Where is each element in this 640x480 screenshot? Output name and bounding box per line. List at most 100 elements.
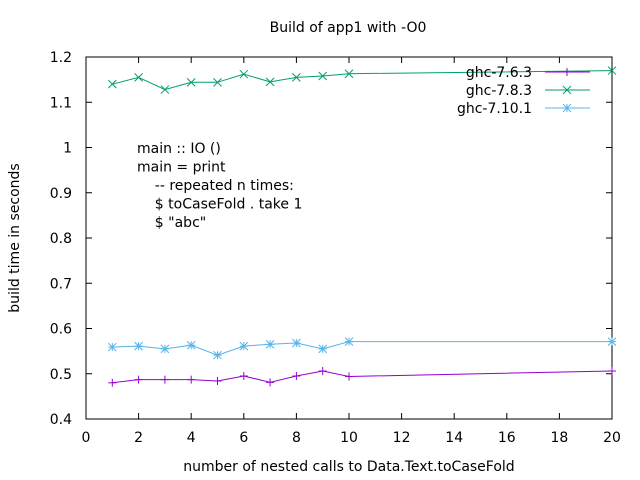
y-tick-label: 1: [63, 141, 72, 157]
x-tick-label: 8: [292, 430, 301, 446]
marker-stroke: [292, 338, 301, 348]
marker-stroke: [318, 344, 328, 354]
y-tick-label: 0.9: [50, 186, 72, 202]
data-point: [265, 77, 275, 87]
marker-stroke: [562, 103, 572, 113]
y-tick-label: 0.5: [50, 367, 72, 383]
data-point: [318, 367, 327, 376]
data-point: [134, 375, 143, 384]
marker-stroke: [186, 340, 196, 350]
data-point: [318, 71, 328, 81]
marker-stroke: [344, 69, 354, 79]
axes: 0 2 4 6 8 10 12 14 16 18 20 0.4 0.5 0.6 0.7 0.8 0.9 1 1.1 1…: [50, 50, 621, 446]
data-point: [160, 85, 170, 94]
data-point: [160, 375, 169, 384]
y-tick-label: 0.8: [50, 231, 72, 247]
chart-title: Build of app1 with -O0: [270, 20, 427, 36]
marker-stroke: [134, 341, 143, 351]
marker-stroke: [134, 73, 143, 82]
data-point: [186, 77, 196, 87]
y-tick-label: 0.4: [50, 412, 72, 428]
annotation-line: main :: IO (): [137, 141, 221, 157]
marker-stroke: [607, 66, 617, 75]
y-tick-label: 0.7: [50, 276, 72, 292]
legend-swatch-marker: [562, 85, 572, 95]
data-point: [134, 341, 143, 351]
data-point: [160, 344, 170, 354]
data-point: [608, 367, 616, 376]
x-tick-label: 6: [239, 430, 248, 446]
series-line: [112, 370, 613, 384]
data-point: [187, 375, 196, 384]
x-axis-label: number of nested calls to Data.Text.toCa…: [183, 459, 514, 475]
data-point: [213, 350, 222, 360]
y-axis-label: build time in seconds: [7, 163, 23, 312]
data-point: [292, 338, 301, 348]
data-point: [108, 378, 117, 387]
y-tick-label: 1.1: [50, 95, 72, 111]
code-annotation: main :: IO ()main = print -- repeated n …: [137, 141, 302, 231]
data-point: [292, 73, 301, 82]
marker-stroke: [160, 344, 170, 354]
data-point: [266, 378, 275, 387]
annotation-line: $ toCaseFold . take 1: [137, 197, 302, 213]
data-point: [186, 340, 196, 350]
data-point: [344, 69, 354, 79]
marker-stroke: [607, 337, 617, 346]
marker-stroke: [562, 85, 572, 95]
data-point: [239, 372, 248, 381]
legend-label: ghc-7.10.1: [457, 101, 532, 117]
marker-stroke: [265, 77, 275, 87]
x-tick-label: 16: [498, 430, 516, 446]
legend-label: ghc-7.8.3: [466, 83, 532, 99]
x-tick-label: 4: [187, 430, 196, 446]
y-tick-label: 0.6: [50, 322, 72, 338]
plot-frame: [85, 56, 613, 420]
annotation-line: main = print: [137, 160, 226, 176]
legend: ghc-7.6.3 ghc-7.8.3 ghc-7.10.1: [457, 65, 590, 117]
y-tick-label: 1.2: [50, 50, 72, 66]
data-point: [239, 69, 249, 79]
marker-stroke: [239, 69, 249, 79]
data-point: [345, 372, 353, 381]
data-point: [239, 341, 249, 351]
data-point: [107, 79, 117, 89]
data-point: [134, 73, 143, 82]
marker-stroke: [213, 77, 222, 87]
x-tick-label: 0: [82, 430, 91, 446]
series-line: [112, 341, 612, 356]
annotation-line: -- repeated n times:: [137, 178, 294, 194]
marker-stroke: [292, 73, 301, 82]
data-point: [607, 337, 617, 346]
x-tick-label: 10: [340, 430, 358, 446]
legend-label: ghc-7.6.3: [466, 65, 532, 81]
data-point: [213, 376, 222, 385]
x-tick-label: 14: [445, 430, 463, 446]
annotation-line: $ "abc": [137, 215, 206, 231]
marker-stroke: [107, 342, 117, 352]
marker-stroke: [107, 79, 117, 89]
marker-stroke: [239, 341, 249, 351]
data-point: [213, 77, 222, 87]
x-tick-label: 18: [550, 430, 568, 446]
legend-swatch-marker: [563, 68, 571, 76]
data-point: [607, 66, 617, 75]
series-group: [107, 66, 617, 387]
data-point: [344, 337, 354, 346]
x-tick-label: 2: [134, 430, 143, 446]
data-point: [318, 344, 328, 354]
marker-stroke: [265, 339, 275, 349]
marker-stroke: [160, 85, 170, 94]
marker-stroke: [213, 350, 222, 360]
marker-stroke: [344, 337, 354, 346]
marker-stroke: [318, 71, 328, 81]
data-point: [292, 372, 301, 381]
data-point: [265, 339, 275, 349]
x-tick-label: 12: [393, 430, 411, 446]
x-tick-label: 20: [603, 430, 621, 446]
marker-stroke: [186, 77, 196, 87]
legend-swatch-marker: [562, 103, 572, 113]
series-line: [112, 70, 613, 91]
data-point: [107, 342, 117, 352]
